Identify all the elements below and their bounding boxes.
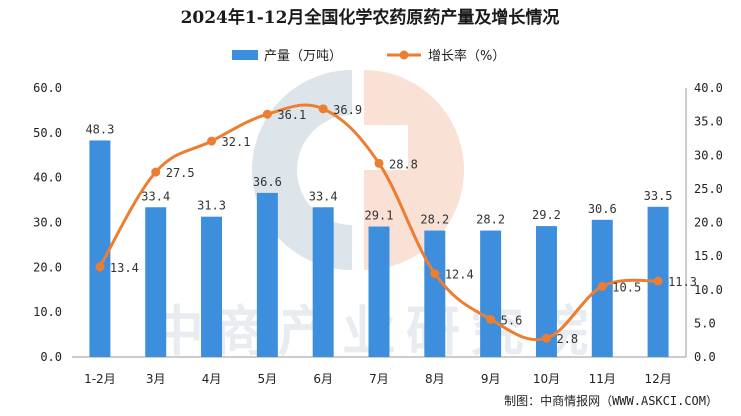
bar-value-label: 33.4 [141, 189, 170, 203]
line-point [486, 314, 496, 324]
line-point [653, 276, 663, 286]
line-point [207, 136, 217, 146]
line-value-label: 2.8 [556, 332, 578, 346]
line-point [318, 104, 328, 114]
y-right-tick: 0.0 [694, 350, 716, 364]
y-right-tick: 10.0 [694, 283, 723, 297]
legend-line-marker [399, 50, 409, 60]
legend: 产量（万吨） 增长率（%） [232, 48, 505, 64]
y-right-tick: 30.0 [694, 148, 723, 162]
legend-bar-swatch [232, 50, 258, 60]
x-tick-label: 12月 [644, 372, 671, 386]
source-note: 制图：中商情报网（WWW.ASKCI.COM） [504, 393, 718, 408]
y-left-tick: 0.0 [40, 350, 62, 364]
bar-value-label: 36.6 [253, 175, 282, 189]
bar-value-label: 48.3 [85, 122, 114, 136]
line-value-label: 11.3 [668, 275, 697, 289]
legend-line-label: 增长率（%） [428, 48, 505, 64]
x-tick-label: 1-2月 [84, 372, 116, 386]
bars [89, 140, 669, 357]
bar [145, 207, 167, 357]
y-right-tick: 40.0 [694, 81, 723, 95]
line-value-label: 28.8 [389, 157, 418, 171]
bar [480, 230, 502, 357]
bar [256, 192, 278, 357]
chart-title: 2024年1-12月全国化学农药原药产量及增长情况 [181, 7, 560, 28]
bar [424, 230, 446, 357]
line-point [95, 262, 105, 272]
line-value-label: 36.1 [277, 108, 306, 122]
y-left-tick: 10.0 [33, 305, 62, 319]
bar-value-label: 33.4 [309, 189, 338, 203]
bar [368, 226, 390, 357]
x-tick-label: 3月 [146, 372, 166, 386]
axes: 0.0 10.0 20.0 30.0 40.0 50.0 60.0 0.0 5.0 10.0 15.… [33, 81, 723, 386]
line-point [541, 333, 551, 343]
x-tick-label: 5月 [258, 372, 278, 386]
line-point [262, 109, 272, 119]
y-left-tick: 30.0 [33, 216, 62, 230]
bar-value-label: 33.5 [644, 189, 673, 203]
y-right-tick: 35.0 [694, 115, 723, 129]
bar-value-label: 28.2 [420, 213, 449, 227]
line-value-label: 5.6 [501, 313, 523, 327]
bar-value-label: 31.3 [197, 199, 226, 213]
line-value-label: 32.1 [222, 135, 251, 149]
x-tick-label: 11月 [589, 372, 616, 386]
y-right-tick: 20.0 [694, 216, 723, 230]
y-left-tick: 40.0 [33, 171, 62, 185]
data-labels: 48.3 33.4 31.3 36.6 33.4 29.1 28.2 28.2 29.2 30.6… [85, 103, 697, 346]
bar [89, 140, 111, 357]
y-left-tick: 20.0 [33, 260, 62, 274]
bar [201, 216, 223, 357]
y-right-tick: 5.0 [694, 316, 716, 330]
bar-value-label: 29.1 [365, 209, 394, 223]
y-left-tick: 60.0 [33, 81, 62, 95]
line-value-label: 36.9 [333, 103, 362, 117]
bar-value-label: 29.2 [532, 208, 561, 222]
line-value-label: 12.4 [445, 268, 474, 282]
legend-bar-label: 产量（万吨） [264, 49, 342, 64]
bar [535, 226, 557, 357]
line-point [374, 158, 384, 168]
bar-value-label: 30.6 [588, 202, 617, 216]
growth-line-path [98, 103, 659, 342]
y-right-tick: 25.0 [694, 182, 723, 196]
x-tick-label: 8月 [425, 372, 445, 386]
line-point [430, 269, 440, 279]
x-tick-label: 7月 [369, 372, 389, 386]
line-point [151, 167, 161, 177]
bar-value-label: 28.2 [476, 213, 505, 227]
line-value-label: 10.5 [612, 280, 641, 294]
line-value-label: 13.4 [110, 261, 139, 275]
y-left-tick: 50.0 [33, 126, 62, 140]
growth-line [95, 103, 663, 343]
x-tick-label: 4月 [202, 372, 222, 386]
y-right-tick: 15.0 [694, 249, 723, 263]
line-point [597, 281, 607, 291]
x-tick-label: 9月 [481, 372, 501, 386]
x-tick-label: 6月 [313, 372, 333, 386]
bar [312, 207, 334, 357]
x-tick-label: 10月 [533, 372, 560, 386]
line-value-label: 27.5 [166, 166, 195, 180]
